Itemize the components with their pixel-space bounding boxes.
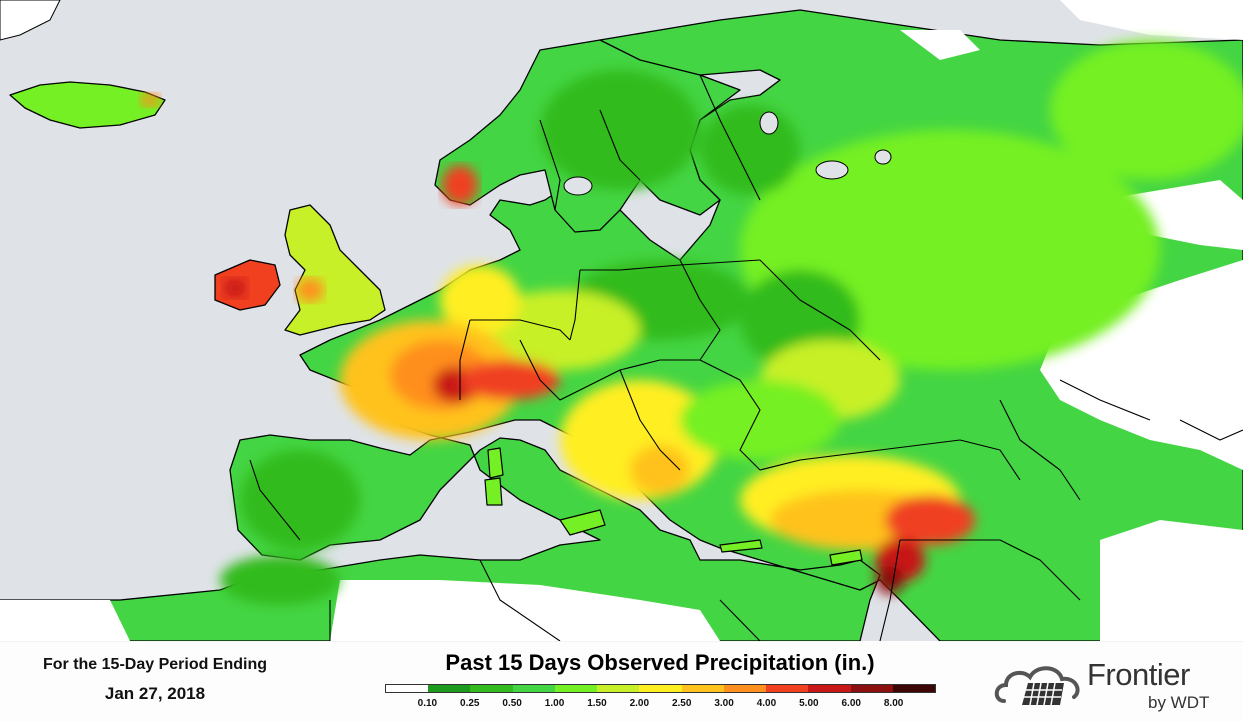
cloud-solar-panel-icon: [994, 666, 1080, 706]
land-great-britain: [284, 204, 386, 336]
legend-swatch: [597, 685, 640, 692]
legend-tick-label: 1.00: [544, 698, 565, 709]
legend-tick-label: 3.00: [714, 698, 734, 709]
land-iceland: [9, 81, 166, 129]
legend-tick-label: 0.10: [417, 698, 438, 709]
legend-swatch: [766, 685, 809, 692]
map-title: Past 15 Days Observed Precipitation (in.…: [445, 650, 875, 675]
legend-swatch: [892, 685, 936, 692]
legend-swatch: [639, 685, 682, 692]
legend-tick-label: 8.00: [883, 698, 904, 709]
period-date: Jan 27, 2018: [104, 684, 206, 703]
legend-swatch: [512, 685, 555, 692]
brand-name: Frontier: [1087, 657, 1190, 692]
brand-subtitle: by WDT: [1148, 693, 1210, 712]
land-greenland: [0, 0, 61, 41]
legend-swatch: [808, 685, 851, 692]
legend-swatch: [428, 685, 471, 692]
precip-patches: [220, 40, 1243, 605]
land-ireland: [214, 259, 281, 311]
country-borders: [249, 74, 1243, 642]
legend-tick-label: 5.00: [799, 698, 819, 709]
legend-tick-label: 6.00: [841, 698, 861, 709]
legend-swatch: [850, 685, 893, 692]
islands: [484, 447, 863, 566]
footer-panel: For the 15-Day Period Ending Jan 27, 201…: [0, 641, 1243, 722]
legend-swatch: [681, 685, 724, 692]
legend-swatch: [386, 685, 429, 692]
color-legend: [385, 684, 936, 693]
period-label: For the 15-Day Period Ending: [42, 656, 268, 673]
legend-swatch: [723, 685, 767, 692]
legend-tick-label: 1.50: [587, 698, 607, 709]
legend-tick-label: 2.00: [629, 698, 650, 709]
dry-regions: [0, 0, 1243, 641]
legend-tick-label: 2.50: [671, 698, 692, 709]
legend-swatch: [554, 685, 598, 692]
legend-swatch: [470, 685, 513, 692]
legend-tick-label: 4.00: [756, 698, 777, 709]
lakes: [563, 111, 892, 196]
legend-tick-label: 0.25: [460, 698, 480, 709]
legend-tick-label: 0.50: [502, 698, 522, 709]
